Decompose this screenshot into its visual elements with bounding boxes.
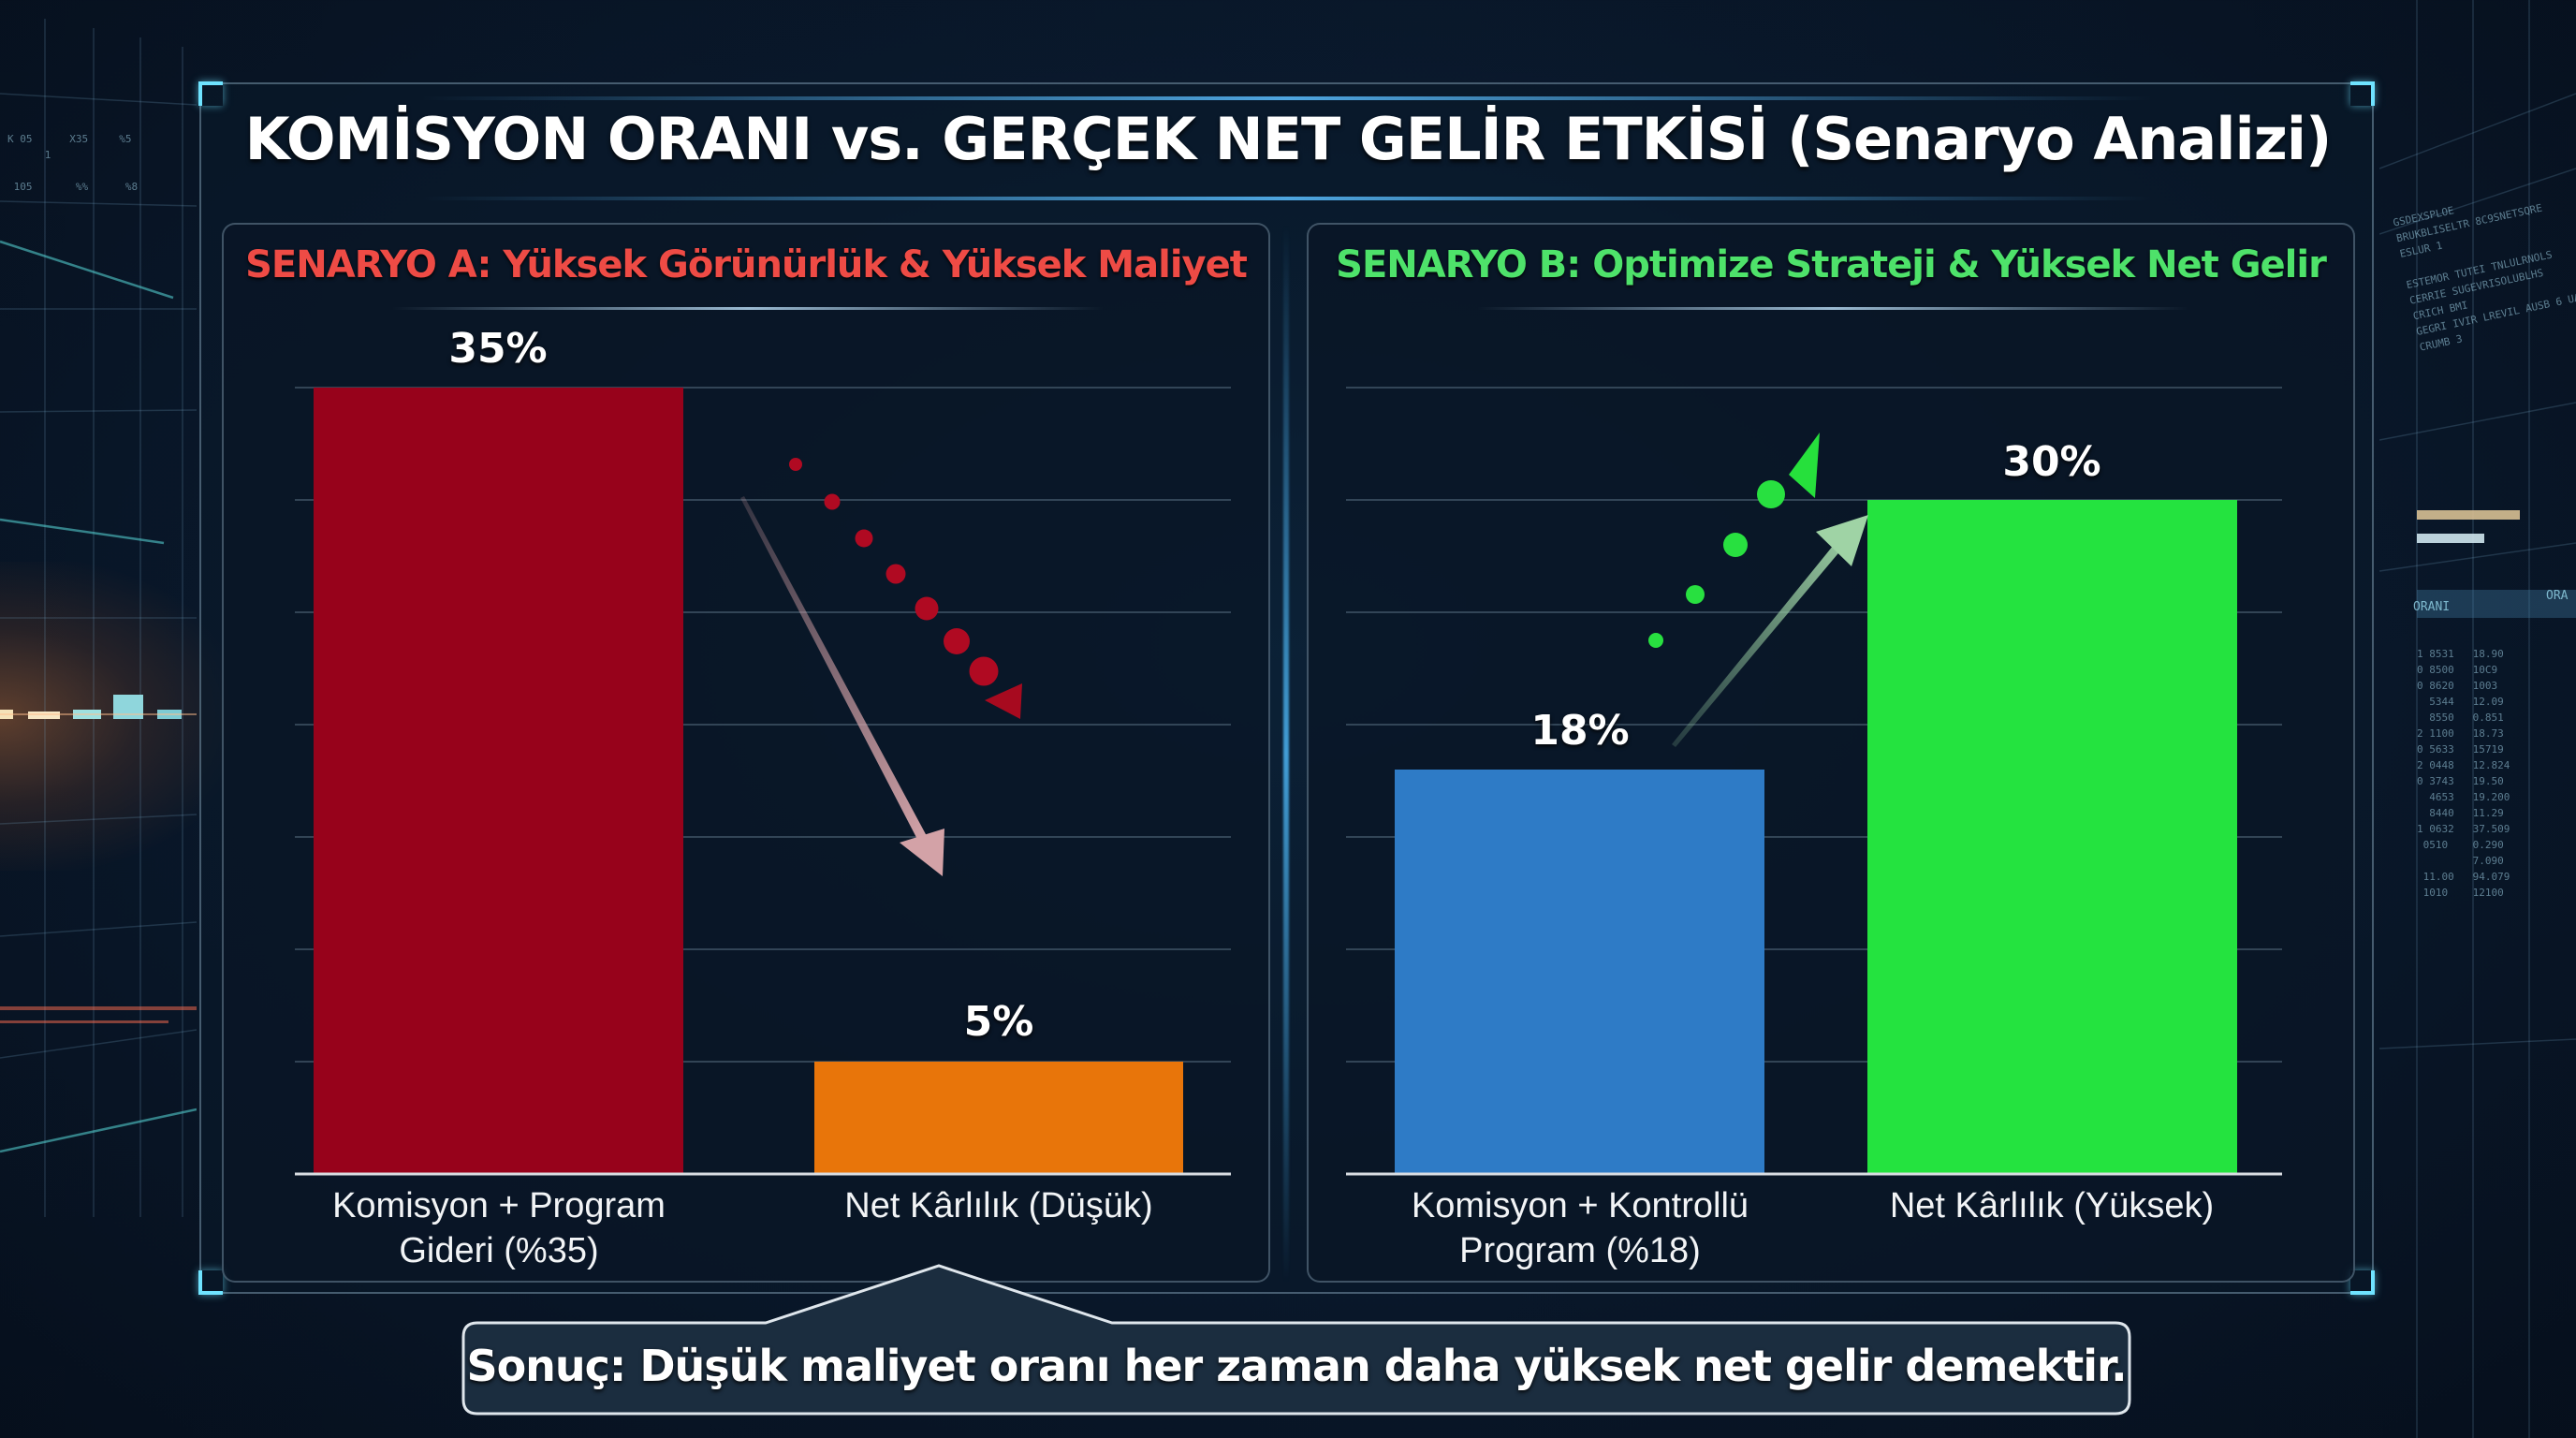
scenario-b-bar-2-value: 30%	[2002, 438, 2101, 486]
scenario-b-separator	[1477, 307, 2188, 310]
title-glow-line-top	[421, 96, 2153, 100]
scenario-b-panel: SENARYO B: Optimize Strateji & Yüksek Ne…	[1307, 223, 2355, 1283]
scenario-a-title: SENARYO A: Yüksek Görünürlük & Yüksek Ma…	[245, 243, 1248, 286]
scenario-a-separator	[392, 307, 1104, 310]
page-title: KOMİSYON ORANI vs. GERÇEK NET GELİR ETKİ…	[244, 105, 2333, 173]
right-hud-header: ORANI	[2413, 600, 2451, 614]
scenario-b-chart	[1346, 387, 2282, 1176]
center-divider-glow	[1283, 225, 1289, 1283]
bar-komisyon-kontrollu-program	[1395, 770, 1764, 1174]
conclusion-text: Sonuç: Düşük maliyet oranı her zaman dah…	[466, 1341, 2127, 1391]
bar-komisyon-program-gideri	[314, 388, 683, 1174]
title-glow-line-bottom	[421, 197, 2153, 200]
scenario-b-title: SENARYO B: Optimize Strateji & Yüksek Ne…	[1336, 243, 2327, 286]
scenario-b-bar-1-value: 18%	[1530, 707, 1630, 755]
frame-corner-bottom-left	[198, 1270, 223, 1295]
down-trend-arrow-icon	[740, 496, 944, 876]
right-hud-grid	[2379, 0, 2576, 1438]
scenario-b-bar-2-category: Net Kârlılık (Yüksek)	[1889, 1186, 2215, 1225]
right-hud-header-2: ORA	[2546, 589, 2569, 603]
bar-net-karlilik-dusuk	[814, 1062, 1183, 1174]
scenario-a-bar-1-value: 35%	[448, 325, 548, 373]
scenario-b-bar-1-category: Komisyon + Kontrollü Program (%18)	[1411, 1186, 1749, 1270]
red-dotted-trail	[789, 458, 1022, 719]
scenario-a-bar-2-category: Net Kârlılık (Düşük)	[844, 1186, 1153, 1225]
right-hud-numbers: 1 8531 18.90 0 8500 10C9 0 8620 1003 534…	[2417, 648, 2510, 899]
green-dotted-trail	[1648, 433, 1820, 648]
scenario-a-panel: SENARYO A: Yüksek Görünürlük & Yüksek Ma…	[222, 223, 1270, 1283]
bar-net-karlilik-yuksek	[1867, 500, 2237, 1174]
frame-corner-top-left	[198, 81, 223, 106]
frame-corner-bottom-right	[2350, 1270, 2375, 1295]
left-hud-grid	[0, 19, 197, 1217]
right-hud-text: GSDEXSPLOE BRUKBLISELTR 8C9SNETSQRE ESLU…	[2392, 201, 2576, 354]
up-trend-arrow-icon	[1672, 515, 1868, 747]
scenario-a-chart	[295, 387, 1231, 1176]
frame-corner-top-right	[2350, 81, 2375, 106]
scenario-a-bar-2-value: 5%	[963, 998, 1034, 1046]
scenario-a-bar-1-category: Komisyon + Program Gideri (%35)	[332, 1186, 666, 1270]
